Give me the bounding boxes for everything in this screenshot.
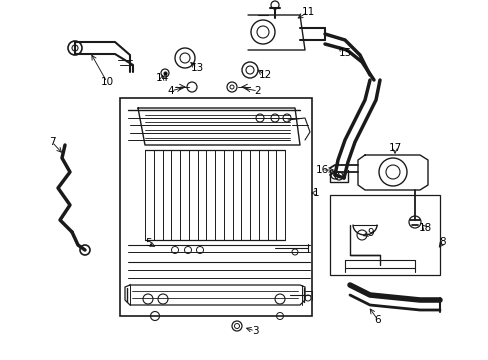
Text: 12: 12 [258,70,271,80]
Text: 6: 6 [374,315,381,325]
Text: 4: 4 [167,86,174,96]
Text: 7: 7 [49,137,55,147]
Text: 11: 11 [301,7,314,17]
Text: 16: 16 [315,165,328,175]
Text: 18: 18 [418,223,431,233]
Text: 5: 5 [144,238,151,248]
Bar [120,98,311,316]
Text: 15: 15 [338,48,351,58]
Bar [329,195,439,275]
Text: 17: 17 [387,143,401,153]
Text: 8: 8 [439,237,446,247]
Text: 10: 10 [100,77,113,87]
Text: 13: 13 [190,63,203,73]
Text: 14: 14 [155,73,168,83]
Text: 9: 9 [367,228,373,238]
Text: 2: 2 [254,86,261,96]
Text: 3: 3 [251,326,258,336]
Text: 1: 1 [312,188,319,198]
